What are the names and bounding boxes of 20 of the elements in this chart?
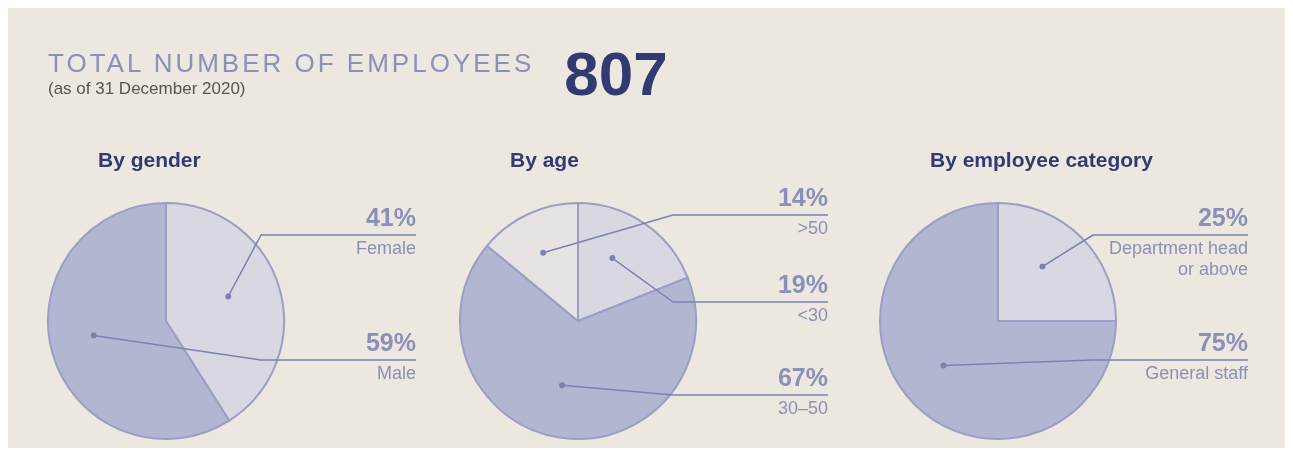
text: (as of 31 December 2020) <box>48 79 247 99</box>
slice-label: General staff <box>1144 363 1248 384</box>
data-label: 25% <box>1196 203 1248 232</box>
slice-label: <30 <box>796 305 828 326</box>
slice-label: >50 <box>796 218 828 239</box>
text: TOTAL NUMBER OF EMPLOYEES <box>48 48 535 79</box>
data-label: 75% <box>1196 328 1248 357</box>
data-label: 59% <box>364 328 416 357</box>
slice-label: 30–50 <box>776 398 828 419</box>
chart-title: By gender <box>98 148 201 172</box>
text: 807 <box>564 38 668 109</box>
slice-label: Male <box>376 363 416 384</box>
data-label: 41% <box>364 203 416 232</box>
chart-title: By age <box>510 148 579 172</box>
chart-title: By employee category <box>930 148 1153 172</box>
slice-label: Female <box>354 238 416 259</box>
slice-label: Department head or above <box>1107 238 1248 280</box>
data-label: 67% <box>776 363 828 392</box>
data-label: 19% <box>776 270 828 299</box>
data-label: 14% <box>776 183 828 212</box>
